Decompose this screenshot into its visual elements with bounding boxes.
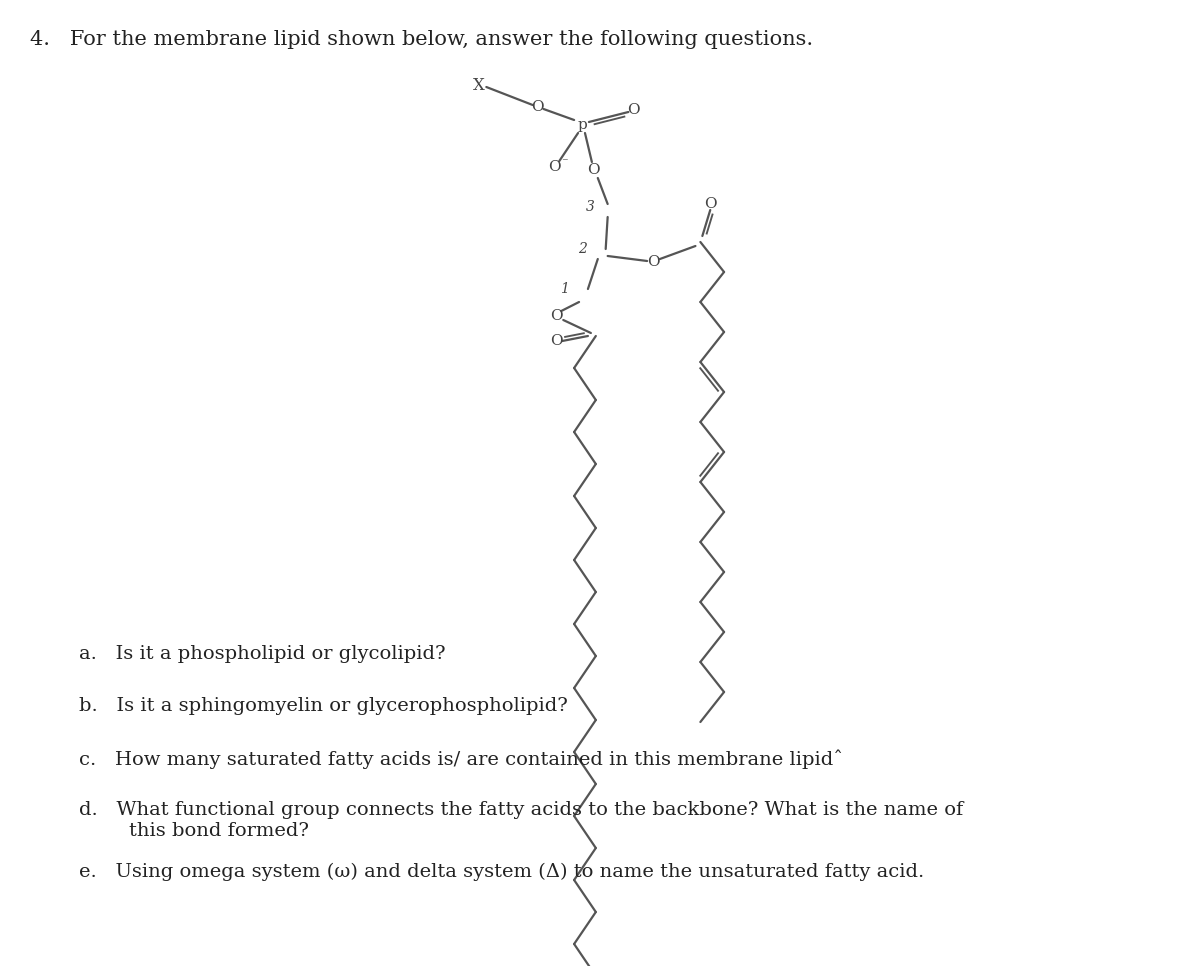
Text: O: O (550, 309, 563, 323)
Text: O: O (704, 197, 716, 211)
Text: O: O (548, 160, 560, 174)
Text: b.   Is it a sphingomyelin or glycerophospholipid?: b. Is it a sphingomyelin or glycerophosp… (79, 697, 568, 715)
Text: 4.   For the membrane lipid shown below, answer the following questions.: 4. For the membrane lipid shown below, a… (30, 30, 812, 49)
Text: O: O (550, 334, 563, 348)
Text: a.   Is it a phospholipid or glycolipid?: a. Is it a phospholipid or glycolipid? (79, 645, 445, 663)
Text: O: O (647, 255, 659, 269)
Text: e.   Using omega system (ω) and delta system (Δ) to name the unsaturated fatty a: e. Using omega system (ω) and delta syst… (79, 863, 924, 881)
Text: X: X (473, 76, 485, 94)
Text: ⁻: ⁻ (560, 156, 568, 169)
Text: c.   How many saturated fatty acids is/ are contained in this membrane lipidˆ: c. How many saturated fatty acids is/ ar… (79, 749, 842, 769)
Text: 3: 3 (586, 200, 594, 214)
Text: O: O (588, 163, 600, 177)
Text: O: O (532, 100, 544, 114)
Text: 2: 2 (577, 242, 587, 256)
Text: d.   What functional group connects the fatty acids to the backbone? What is the: d. What functional group connects the fa… (79, 801, 964, 839)
Text: 1: 1 (560, 282, 569, 296)
Text: p: p (577, 118, 587, 132)
Text: O: O (626, 103, 640, 117)
